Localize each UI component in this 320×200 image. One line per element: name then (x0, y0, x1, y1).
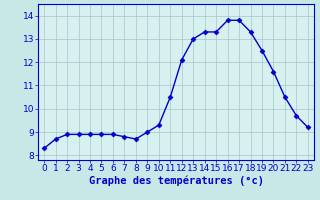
X-axis label: Graphe des températures (°c): Graphe des températures (°c) (89, 176, 263, 186)
